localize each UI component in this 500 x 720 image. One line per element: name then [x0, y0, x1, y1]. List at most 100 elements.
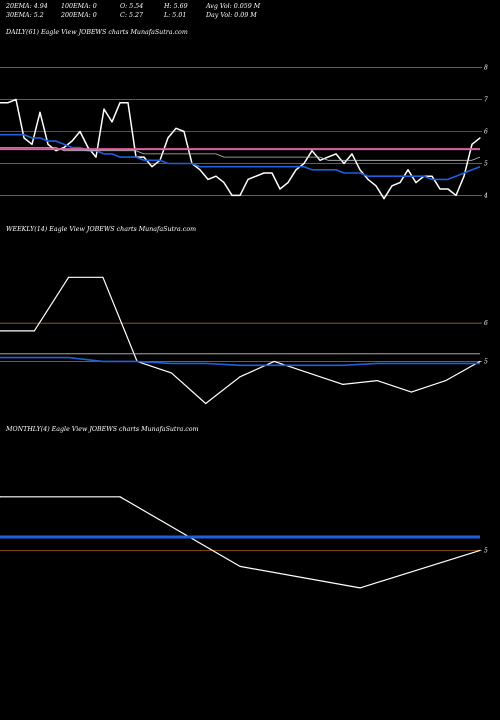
data-point-0-31 [247, 178, 249, 181]
data-point-0-46 [367, 178, 369, 181]
data-point-0-8 [63, 146, 65, 149]
data-point-0-42 [335, 153, 337, 155]
data-point-0-51 [407, 169, 409, 171]
data-point-0-48 [383, 198, 385, 200]
data-point-0-33 [263, 172, 265, 174]
data-point-0-57 [455, 194, 457, 197]
series-line-1-0 [0, 276, 481, 405]
data-point-2-2 [239, 565, 241, 568]
series-line-2-0 [0, 496, 481, 589]
data-point-0-49 [391, 185, 393, 187]
data-point-0-60 [479, 137, 481, 139]
high-stat: H: 5.69 [164, 3, 188, 10]
data-point-0-44 [351, 153, 353, 155]
data-point-0-7 [55, 150, 57, 152]
data-point-0-16 [127, 102, 129, 104]
data-point-0-23 [183, 130, 185, 133]
data-point-0-14 [111, 121, 113, 123]
data-point-0-11 [87, 146, 89, 149]
y-tick-label-0-0: 8 [484, 65, 488, 72]
data-point-0-3 [23, 137, 25, 139]
data-point-0-27 [215, 175, 217, 177]
stats-header: 20EMA: 4.94 30EMA: 5.2 100EMA: 0 200EMA:… [6, 0, 296, 22]
data-point-0-38 [303, 162, 305, 165]
data-point-0-39 [311, 150, 313, 152]
data-point-0-15 [119, 102, 121, 104]
series-line-1-1 [0, 356, 480, 367]
data-point-1-14 [479, 360, 481, 363]
close-stat: C: 5.27 [120, 12, 143, 19]
data-point-0-34 [271, 172, 273, 174]
y-tick-label-1-0: 6 [484, 320, 488, 327]
data-point-0-32 [255, 175, 257, 177]
weekly-chart-title: WEEKLY(14) Eagle View JOBEWS charts Muna… [6, 226, 197, 233]
y-tick-label-2-0: 5 [484, 547, 488, 554]
data-point-1-12 [410, 391, 413, 393]
data-point-0-21 [167, 137, 169, 139]
series-line-0-2 [0, 147, 481, 161]
data-point-2-1 [119, 496, 121, 498]
data-point-0-22 [175, 127, 177, 129]
data-point-0-35 [279, 188, 281, 190]
ema20-stat: 20EMA: 4.94 [6, 3, 48, 10]
data-point-0-19 [151, 166, 153, 168]
y-tick-label-0-2: 6 [484, 129, 488, 136]
avg-vol-stat: Avg Vol: 0.059 M [206, 3, 261, 10]
data-point-0-26 [207, 178, 209, 181]
data-point-0-6 [47, 143, 49, 145]
ema100-stat: 100EMA: 0 [61, 3, 97, 10]
daily-chart-title: DAILY(61) Eagle View JOBEWS charts Munaf… [6, 29, 188, 36]
data-point-1-8 [273, 360, 275, 363]
data-point-2-3 [359, 587, 361, 589]
data-point-0-40 [319, 159, 321, 161]
data-point-0-50 [399, 182, 401, 184]
data-point-0-45 [359, 169, 361, 171]
data-point-0-12 [95, 156, 97, 158]
data-point-0-5 [39, 111, 41, 113]
data-point-0-4 [31, 143, 33, 145]
data-point-0-56 [447, 188, 449, 190]
data-point-2-0 [0, 496, 1, 498]
y-tick-label-0-4: 4 [483, 192, 488, 199]
ema200-stat: 200EMA: 0 [61, 12, 97, 19]
data-point-1-5 [170, 372, 173, 374]
data-point-0-55 [439, 188, 441, 190]
data-point-0-47 [375, 185, 377, 187]
ema30-stat: 30EMA: 5.2 [6, 12, 44, 19]
data-point-0-58 [463, 175, 465, 177]
data-point-1-0 [0, 330, 1, 332]
data-point-1-11 [376, 379, 378, 382]
data-point-1-10 [342, 383, 344, 385]
data-point-0-9 [71, 140, 73, 142]
data-point-1-13 [445, 379, 447, 382]
data-point-0-52 [415, 182, 417, 184]
data-point-0-54 [431, 175, 433, 177]
y-tick-label-1-1: 5 [484, 358, 488, 365]
data-point-0-37 [295, 169, 297, 171]
data-point-0-29 [231, 194, 233, 197]
data-point-0-43 [343, 162, 345, 165]
data-point-0-10 [79, 130, 81, 133]
data-point-1-6 [205, 402, 207, 405]
data-point-0-1 [7, 102, 9, 104]
data-point-0-25 [199, 169, 201, 171]
y-tick-label-0-1: 7 [484, 97, 488, 104]
y-tick-label-0-3: 5 [484, 160, 488, 167]
data-point-0-0 [0, 102, 1, 104]
data-point-1-9 [307, 372, 310, 374]
data-point-0-41 [327, 156, 329, 158]
data-point-0-2 [15, 98, 17, 101]
monthly-chart-title: MONTHLY(4) Eagle View JOBEWS charts Muna… [6, 426, 199, 433]
data-point-0-36 [287, 182, 289, 184]
data-point-0-28 [223, 182, 225, 184]
data-point-0-18 [143, 156, 145, 158]
day-vol-stat: Day Vol: 0.09 M [206, 12, 257, 19]
low-stat: L: 5.01 [164, 12, 187, 19]
data-point-1-7 [239, 376, 241, 378]
data-point-1-2 [67, 276, 70, 278]
data-point-0-13 [103, 108, 105, 110]
data-point-1-1 [33, 330, 35, 332]
series-line-0-1 [0, 133, 481, 181]
data-point-2-4 [479, 549, 481, 551]
